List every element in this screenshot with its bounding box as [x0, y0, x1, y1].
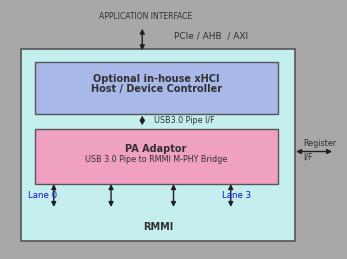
Text: Register: Register — [304, 139, 337, 148]
Text: Host / Device Controller: Host / Device Controller — [91, 84, 222, 94]
Text: PA Adaptor: PA Adaptor — [126, 144, 187, 154]
Text: Lane 3: Lane 3 — [222, 191, 251, 200]
Bar — [35, 62, 278, 114]
Bar — [35, 130, 278, 184]
Text: APPLICATION INTERFACE: APPLICATION INTERFACE — [99, 12, 192, 21]
Text: Lane 0: Lane 0 — [28, 191, 57, 200]
Bar — [21, 49, 295, 241]
Text: USB 3.0 Pipe to RMMI M-PHY Bridge: USB 3.0 Pipe to RMMI M-PHY Bridge — [85, 155, 227, 164]
Text: PCIe / AHB  / AXI: PCIe / AHB / AXI — [174, 31, 248, 40]
Text: I/F: I/F — [304, 152, 313, 161]
Text: RMMI: RMMI — [143, 222, 173, 232]
Text: Optional in-house xHCI: Optional in-house xHCI — [93, 74, 219, 84]
Text: USB3.0 Pipe I/F: USB3.0 Pipe I/F — [154, 116, 215, 125]
